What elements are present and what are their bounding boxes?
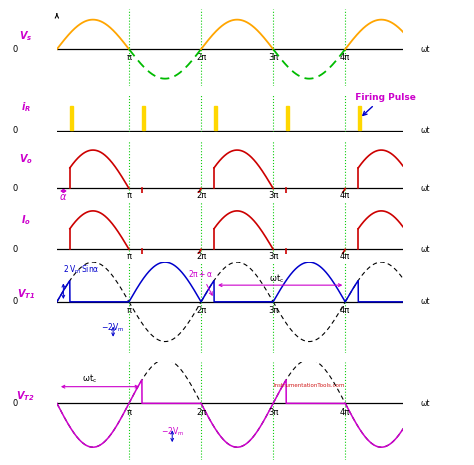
Text: 3π: 3π — [268, 306, 278, 315]
Text: 0: 0 — [13, 245, 18, 254]
Bar — [214, 106, 217, 130]
Bar — [142, 106, 145, 130]
Y-axis label: $i_R$: $i_R$ — [21, 100, 31, 114]
Text: 2π: 2π — [196, 408, 206, 417]
Text: Firing Pulse: Firing Pulse — [349, 93, 416, 115]
Y-axis label: $V_{T1}$: $V_{T1}$ — [17, 287, 35, 301]
Text: 0: 0 — [13, 184, 18, 193]
Text: $2\pi+\alpha$: $2\pi+\alpha$ — [189, 268, 214, 295]
Text: 3π: 3π — [268, 53, 278, 62]
Text: 4π: 4π — [340, 53, 350, 62]
Text: ωt: ωt — [421, 184, 430, 193]
Text: $\alpha$: $\alpha$ — [59, 193, 67, 202]
Text: π: π — [127, 191, 131, 200]
Text: InstrumentationTools.com: InstrumentationTools.com — [273, 383, 345, 388]
Text: 4π: 4π — [340, 306, 350, 315]
Y-axis label: $V_o$: $V_o$ — [18, 152, 33, 166]
Text: 2π: 2π — [196, 53, 206, 62]
Bar — [286, 106, 289, 130]
Text: π: π — [127, 53, 131, 62]
Text: ωt: ωt — [421, 399, 430, 408]
Text: 0: 0 — [13, 399, 18, 408]
Text: 0: 0 — [13, 45, 18, 53]
Text: π: π — [127, 408, 131, 417]
Text: $\omega t_c$: $\omega t_c$ — [82, 372, 97, 385]
Text: $-2V_m$: $-2V_m$ — [161, 426, 184, 438]
Text: 2π: 2π — [196, 252, 206, 261]
Text: 2π: 2π — [196, 306, 206, 315]
Y-axis label: $V_{T2}$: $V_{T2}$ — [17, 389, 35, 403]
Text: 0: 0 — [13, 126, 18, 135]
Y-axis label: $I_o$: $I_o$ — [21, 213, 31, 226]
Text: 4π: 4π — [340, 252, 350, 261]
Text: 4π: 4π — [340, 408, 350, 417]
Text: ωt: ωt — [421, 45, 430, 53]
Text: $-2V_m$: $-2V_m$ — [101, 321, 125, 334]
Text: ωt: ωt — [421, 245, 430, 254]
Text: 3π: 3π — [268, 408, 278, 417]
Text: π: π — [127, 306, 131, 315]
Text: $2\,V_m\,Sin\alpha$: $2\,V_m\,Sin\alpha$ — [63, 263, 99, 276]
Text: $\omega t_c$: $\omega t_c$ — [269, 272, 284, 285]
Text: 3π: 3π — [268, 252, 278, 261]
Text: ωt: ωt — [421, 297, 430, 306]
Bar — [358, 106, 361, 130]
Text: 3π: 3π — [268, 191, 278, 200]
Y-axis label: $V_s$: $V_s$ — [19, 29, 32, 43]
Text: π: π — [127, 252, 131, 261]
Text: 0: 0 — [13, 297, 18, 306]
Text: 2π: 2π — [196, 191, 206, 200]
Bar — [70, 106, 73, 130]
Text: 4π: 4π — [340, 191, 350, 200]
Text: ωt: ωt — [421, 126, 430, 135]
